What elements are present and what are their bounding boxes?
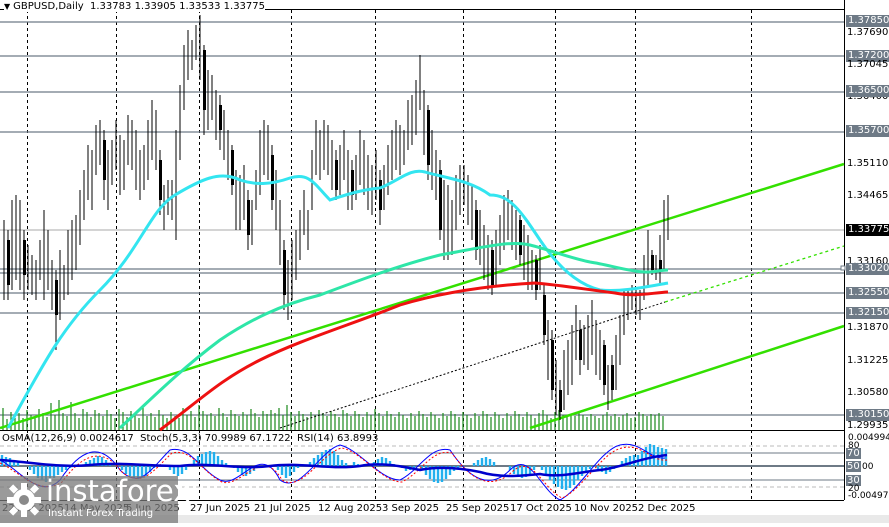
bear-candle-bodies [7,50,662,412]
osma-label: OsMA(12,26,9) 0.0024617 [2,433,134,444]
time-label: 25 Sep 2025 [446,503,510,514]
time-label: 27 Jun 2025 [190,503,251,514]
level-label: 1.30150 [846,409,889,421]
ohlc-low: 1.33533 [179,1,221,12]
level-label: 1.36500 [846,85,889,97]
time-label: 3 Sep 2025 [382,503,440,514]
ohlc-close: 1.33775 [223,1,266,12]
support-resistance-levels [0,21,844,416]
volume-bars [2,400,664,430]
osc-max: 0.004994 [848,433,889,443]
price-tick: 1.37690 [847,27,889,38]
symbol-label: GBPUSD,Daily [13,1,84,12]
trend-channel [0,162,845,430]
moving-averages [6,169,669,432]
symbol-header: ▼ GBPUSD,Daily 1.33783 1.33905 1.33533 1.… [4,1,266,12]
price-tick: 1.31225 [847,355,889,366]
ohlc-high: 1.33905 [134,1,176,12]
indicator-legend: OsMA(12,26,9) 0.0024617 Stoch(5,3,3) 70.… [2,433,378,444]
dropdown-arrow-icon[interactable]: ▼ [4,2,11,11]
price-tick: 1.33160 [847,256,889,267]
instaforex-logo: instaforex Instant Forex Trading [0,474,190,523]
logo-name: instaforex [46,474,191,508]
time-label: 21 Jul 2025 [254,503,311,514]
oscillator-panel [0,443,844,501]
osc-min: -0.004970 [848,491,889,501]
rsi-line [0,453,668,478]
osc-level-50: 50 [846,461,861,472]
price-tick: 1.29935 [847,420,889,431]
osc-zero: 00 [862,462,874,472]
time-label: 10 Nov 2025 [574,503,639,514]
rsi-label: RSI(14) 63.8993 [297,433,379,444]
level-label: 1.37850 [846,15,889,27]
logo-tagline: Instant Forex Trading [48,508,154,519]
level-label: 1.32150 [846,307,889,319]
ohlc-open: 1.33783 [90,1,132,12]
osc-level-70: 70 [846,448,861,459]
price-tick: 1.35110 [847,158,889,169]
level-label: 1.35700 [846,125,889,137]
time-label: 2 Dec 2025 [638,503,696,514]
current-price-label: 1.33775 [846,224,889,236]
osc-level-20: 20 [848,484,860,494]
price-tick: 1.30580 [847,387,889,398]
stoch-label: Stoch(5,3,3) 70.9989 67.1722 [140,433,291,444]
osc-level-30: 30 [846,475,861,486]
time-label: 12 Aug 2025 [318,503,383,514]
level-label: 1.33020 [846,263,889,275]
stoch-signal-line [0,446,668,499]
gear-icon [7,483,41,517]
price-tick: 1.31870 [847,322,889,333]
level-label: 1.32550 [846,287,889,299]
level-label: 1.37200 [846,50,889,62]
osc-level-80: 80 [848,441,860,451]
time-label: 17 Oct 2025 [510,503,572,514]
price-tick: 1.34465 [847,190,889,201]
price-tick: 1.37045 [847,59,889,70]
status-strip [0,515,889,523]
